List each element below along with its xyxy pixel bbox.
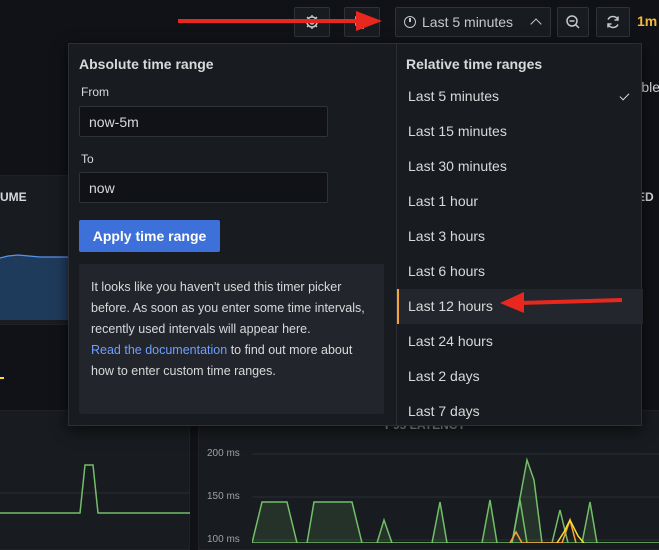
documentation-link[interactable]: Read the documentation xyxy=(91,343,228,357)
time-picker-label: Last 5 minutes xyxy=(422,14,514,30)
from-label: From xyxy=(81,85,109,99)
info-text: It looks like you haven't used this time… xyxy=(91,280,365,336)
range-item-last-15-minutes[interactable]: Last 15 minutes xyxy=(397,114,643,149)
range-label: Last 30 minutes xyxy=(408,158,507,174)
range-item-last-7-days[interactable]: Last 7 days xyxy=(397,394,643,429)
refresh-interval-picker[interactable]: 1m xyxy=(637,13,658,29)
to-input[interactable] xyxy=(79,172,328,203)
refresh-button[interactable] xyxy=(596,7,630,37)
from-input[interactable] xyxy=(79,106,328,137)
annotation-arrow-top xyxy=(178,11,382,31)
range-item-last-6-hours[interactable]: Last 6 hours xyxy=(397,254,643,289)
range-item-last-5-minutes[interactable]: Last 5 minutes xyxy=(397,79,643,114)
refresh-icon xyxy=(607,15,619,29)
range-label: Last 2 days xyxy=(408,368,480,384)
to-label: To xyxy=(81,152,94,166)
y-axis-label-100: 100 ms xyxy=(207,534,240,545)
range-item-last-24-hours[interactable]: Last 24 hours xyxy=(397,324,643,359)
zoom-out-button[interactable] xyxy=(557,7,589,37)
info-text-continued: to find out more about how to enter cust… xyxy=(91,343,353,378)
time-picker-info-box: It looks like you haven't used this time… xyxy=(79,264,384,414)
range-label: Last 5 minutes xyxy=(408,88,500,104)
clock-icon xyxy=(404,16,416,28)
time-picker-button[interactable]: Last 5 minutes xyxy=(395,7,551,37)
range-label: Last 1 hour xyxy=(408,193,479,209)
zoom-out-icon xyxy=(566,15,580,29)
check-icon xyxy=(619,90,630,101)
volume-panel-title: UME xyxy=(0,190,27,204)
range-item-last-1-hour[interactable]: Last 1 hour xyxy=(397,184,643,219)
volume-area-chart xyxy=(0,254,68,320)
range-label: Last 6 hours xyxy=(408,263,486,279)
range-label: Last 24 hours xyxy=(408,333,493,349)
time-picker-popover: Absolute time range From To Apply time r… xyxy=(68,43,643,426)
annotation-arrow-12h xyxy=(500,292,623,313)
range-label: Last 15 minutes xyxy=(408,123,507,139)
relative-time-ranges-title: Relative time ranges xyxy=(406,56,543,72)
absolute-time-range-section: Absolute time range From To Apply time r… xyxy=(69,44,396,425)
relative-range-list: Last 5 minutes Last 15 minutes Last 30 m… xyxy=(397,79,643,429)
y-axis-label-150: 150 ms xyxy=(207,491,240,502)
range-item-last-3-hours[interactable]: Last 3 hours xyxy=(397,219,643,254)
y-axis-label-200: 200 ms xyxy=(207,448,240,459)
range-item-last-30-minutes[interactable]: Last 30 minutes xyxy=(397,149,643,184)
yellow-marker xyxy=(0,377,4,379)
left-graph-line xyxy=(0,464,190,514)
range-label: Last 7 days xyxy=(408,403,480,419)
latency-panel xyxy=(198,410,659,550)
chevron-up-icon xyxy=(530,18,542,30)
relative-time-ranges-section: Relative time ranges Last 5 minutes Last… xyxy=(396,44,643,425)
absolute-time-range-title: Absolute time range xyxy=(79,56,214,72)
range-item-last-2-days[interactable]: Last 2 days xyxy=(397,359,643,394)
apply-time-range-button[interactable]: Apply time range xyxy=(79,220,220,252)
latency-graph xyxy=(252,453,659,543)
range-label: Last 12 hours xyxy=(408,298,493,314)
range-label: Last 3 hours xyxy=(408,228,486,244)
